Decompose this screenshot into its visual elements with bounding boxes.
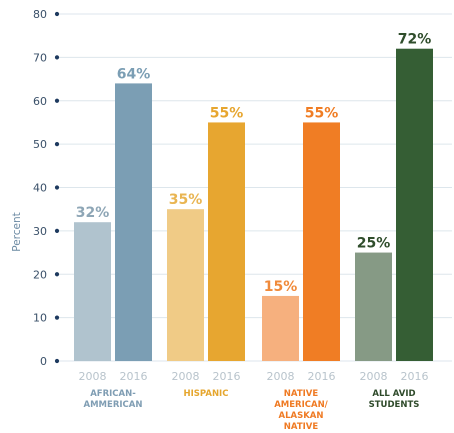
y-tick-label: 10 bbox=[33, 312, 47, 325]
y-tick-marker bbox=[54, 55, 60, 60]
year-label: 2008 bbox=[360, 370, 388, 383]
y-tick-marker bbox=[54, 358, 60, 364]
y-tick-label: 0 bbox=[40, 355, 47, 368]
year-label: 2016 bbox=[401, 370, 429, 383]
y-tick-marker bbox=[54, 185, 60, 190]
x-axis-labels: 2008 2016 AFRICAN-AMMERICAN 2008 2016 HISPANI… bbox=[79, 370, 429, 432]
bar-value-label: 72% bbox=[398, 32, 432, 48]
y-tick-marker bbox=[54, 142, 60, 147]
bars bbox=[74, 48, 433, 362]
y-tick-marker bbox=[54, 272, 60, 277]
y-tick-label: 40 bbox=[33, 182, 47, 195]
y-axis: 0 10 20 30 40 50 60 70 80 bbox=[33, 8, 60, 368]
bar bbox=[355, 252, 392, 361]
bar bbox=[303, 122, 340, 361]
y-axis-label: Percent bbox=[11, 212, 23, 252]
bar-value-label: 55% bbox=[210, 105, 244, 121]
bar bbox=[208, 122, 245, 361]
category-label: ALL AVID bbox=[372, 389, 415, 399]
category-label: AFRICAN- bbox=[90, 389, 136, 399]
y-tick-label: 30 bbox=[33, 225, 47, 238]
y-tick-label: 50 bbox=[33, 138, 47, 151]
y-tick-marker bbox=[54, 228, 60, 233]
bar bbox=[74, 222, 111, 361]
y-tick-label: 60 bbox=[33, 95, 47, 108]
bar-value-label: 64% bbox=[117, 66, 151, 82]
category-label: NATIVE bbox=[284, 389, 319, 399]
bar bbox=[396, 48, 433, 361]
category-label: AMMERICAN bbox=[84, 400, 143, 410]
category-label: STUDENTS bbox=[369, 400, 420, 410]
bar bbox=[262, 295, 299, 361]
value-labels: 32% 64% 35% 55% 15% 55% 25% 72% bbox=[76, 32, 432, 295]
year-label: 2008 bbox=[172, 370, 200, 383]
bar bbox=[115, 83, 152, 362]
year-label: 2016 bbox=[120, 370, 148, 383]
year-label: 2016 bbox=[213, 370, 241, 383]
year-label: 2008 bbox=[267, 370, 295, 383]
bar-value-label: 55% bbox=[305, 105, 339, 121]
bar-value-label: 32% bbox=[76, 205, 110, 221]
bar-value-label: 35% bbox=[169, 192, 203, 208]
y-tick-marker bbox=[54, 98, 60, 103]
bar-value-label: 15% bbox=[264, 279, 298, 295]
year-label: 2016 bbox=[308, 370, 336, 383]
bar bbox=[167, 209, 204, 361]
category-label: AMERICAN/ bbox=[274, 400, 328, 410]
y-tick-marker bbox=[54, 315, 60, 320]
category-label: NATIVE bbox=[284, 422, 319, 432]
y-tick-label: 70 bbox=[33, 51, 47, 64]
year-label: 2008 bbox=[79, 370, 107, 383]
y-tick-marker bbox=[54, 11, 60, 17]
y-tick-label: 20 bbox=[33, 268, 47, 281]
bar-value-label: 25% bbox=[357, 236, 391, 252]
category-label: ALASKAN bbox=[279, 411, 324, 421]
y-tick-label: 80 bbox=[33, 8, 47, 21]
category-label: HISPANIC bbox=[184, 389, 229, 399]
